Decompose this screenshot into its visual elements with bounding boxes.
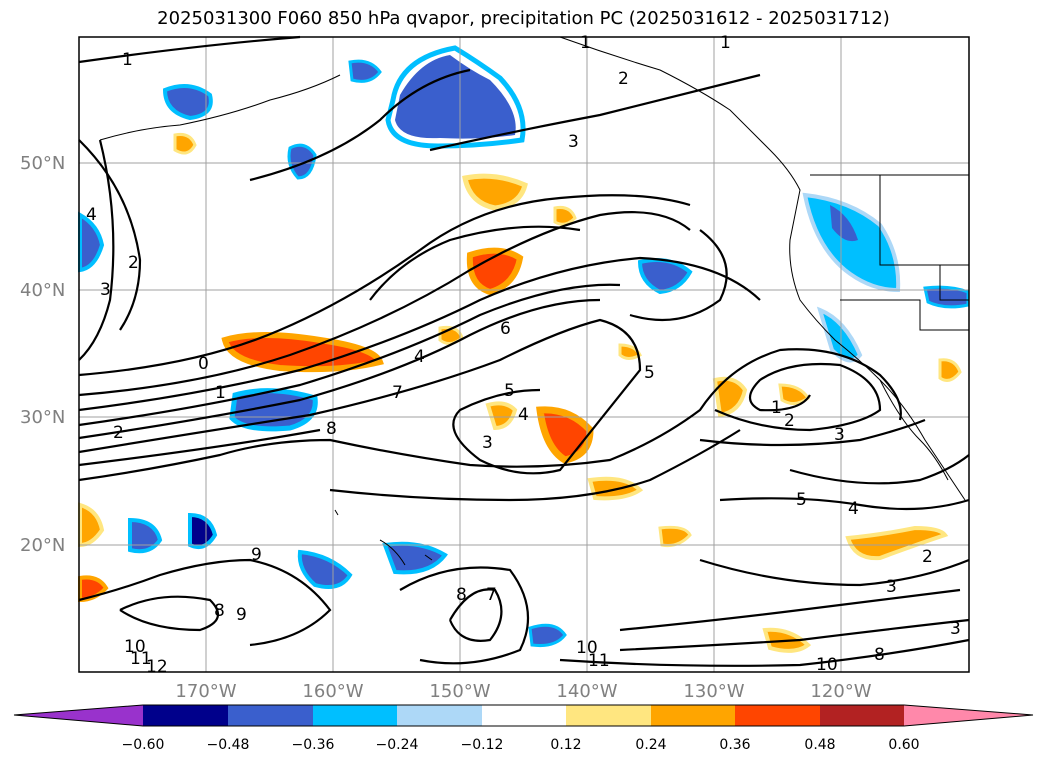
- contour-label: 10: [816, 655, 838, 675]
- colorbar-swatch: [482, 705, 566, 726]
- contour-label: 5: [796, 490, 807, 510]
- lon-label-130w: 130°W: [683, 681, 744, 702]
- contour-label-group: 1 1 2 3 1 4 2 3 0 1 2 6 7 8 5 4 3 5 4 2 …: [86, 33, 961, 677]
- shaded-fields: [78, 45, 970, 653]
- contour-label: 6: [500, 319, 511, 339]
- map-panel: 1 1 2 3 1 4 2 3 0 1 2 6 7 8 5 4 3 5 4 2 …: [78, 33, 970, 677]
- lon-label-150w: 150°W: [429, 681, 490, 702]
- longitude-labels: 170°W 160°W 150°W 140°W 130°W 120°W: [175, 681, 871, 702]
- contour-label: 10: [576, 638, 598, 658]
- contour-label: 11: [588, 651, 610, 671]
- contour-label: 8: [874, 645, 885, 665]
- contour-label: 10: [124, 637, 146, 657]
- colorbar-tick-label: −0.36: [292, 737, 335, 753]
- contour-label: 1: [122, 50, 133, 70]
- contour-label: 9: [236, 605, 247, 625]
- colorbar-tick-label: 0.36: [719, 737, 750, 753]
- colorbar-tick-label: −0.24: [376, 737, 419, 753]
- lon-label-120w: 120°W: [810, 681, 871, 702]
- contour-label: 4: [414, 347, 425, 367]
- contour-label: 1: [580, 33, 591, 53]
- contour-label: 1: [720, 33, 731, 53]
- colorbar-tick-label: −0.12: [461, 737, 504, 753]
- contour-label: 7: [486, 585, 497, 605]
- colorbar-swatch: [735, 705, 820, 726]
- colorbar-swatch: [566, 705, 651, 726]
- lat-label-20n: 20°N: [20, 535, 65, 556]
- contour-label: 5: [504, 381, 515, 401]
- colorbar-tick-label: −0.60: [122, 737, 165, 753]
- contour-label: 2: [922, 547, 933, 567]
- colorbar-swatch: [820, 705, 904, 726]
- lon-label-170w: 170°W: [175, 681, 236, 702]
- colorbar-tick-label: −0.48: [207, 737, 250, 753]
- contour-label: 3: [886, 577, 897, 597]
- colorbar-max-extension: [904, 705, 1033, 726]
- contour-label: 4: [848, 499, 859, 519]
- contour-label: 3: [100, 280, 111, 300]
- colorbar-tick-label: 0.60: [888, 737, 919, 753]
- contour-label: 11: [130, 649, 152, 669]
- contour-label: 3: [950, 619, 961, 639]
- contour-label: 1: [771, 398, 782, 418]
- contour-label: 0: [198, 354, 209, 374]
- contour-label: 1: [215, 383, 226, 403]
- colorbar-swatch: [228, 705, 313, 726]
- contour-label: 4: [86, 205, 97, 225]
- lat-label-30n: 30°N: [20, 407, 65, 428]
- contour-label: 2: [128, 253, 139, 273]
- contour-label: 3: [482, 433, 493, 453]
- contour-label: 5: [644, 363, 655, 383]
- colorbar-tick-label: 0.12: [550, 737, 581, 753]
- coastlines: [99, 36, 969, 566]
- contour-label: 3: [834, 425, 845, 445]
- latitude-labels: 50°N 40°N 30°N 20°N: [20, 153, 65, 556]
- contour-label: 4: [518, 405, 529, 425]
- colorbar: −0.60 −0.48 −0.36 −0.24 −0.12 0.12 0.24 …: [13, 704, 1034, 753]
- lon-label-160w: 160°W: [302, 681, 363, 702]
- contour-label: 3: [568, 132, 579, 152]
- contour-label: 2: [113, 423, 124, 443]
- lat-label-50n: 50°N: [20, 153, 65, 174]
- colorbar-tick-label: 0.24: [635, 737, 666, 753]
- lon-label-140w: 140°W: [556, 681, 617, 702]
- map-border: [78, 36, 970, 673]
- lat-label-40n: 40°N: [20, 280, 65, 301]
- contour-label: 9: [251, 545, 262, 565]
- contour-label: 7: [392, 383, 403, 403]
- contour-label: 2: [784, 411, 795, 431]
- colorbar-min-extension: [14, 705, 143, 726]
- contour-label: 12: [146, 657, 168, 677]
- contour-label: 8: [326, 419, 337, 439]
- contour-label: 8: [214, 601, 225, 621]
- colorbar-swatch: [397, 705, 482, 726]
- colorbar-swatch: [313, 705, 397, 726]
- map-title: 2025031300 F060 850 hPa qvapor, precipit…: [157, 8, 890, 29]
- contour-label: 2: [618, 69, 629, 89]
- colorbar-swatch: [651, 705, 735, 726]
- colorbar-swatch: [143, 705, 228, 726]
- colorbar-outline: [13, 704, 1034, 727]
- colorbar-tick-label: 0.48: [804, 737, 835, 753]
- contour-lines: [78, 35, 970, 667]
- contour-label: 8: [456, 585, 467, 605]
